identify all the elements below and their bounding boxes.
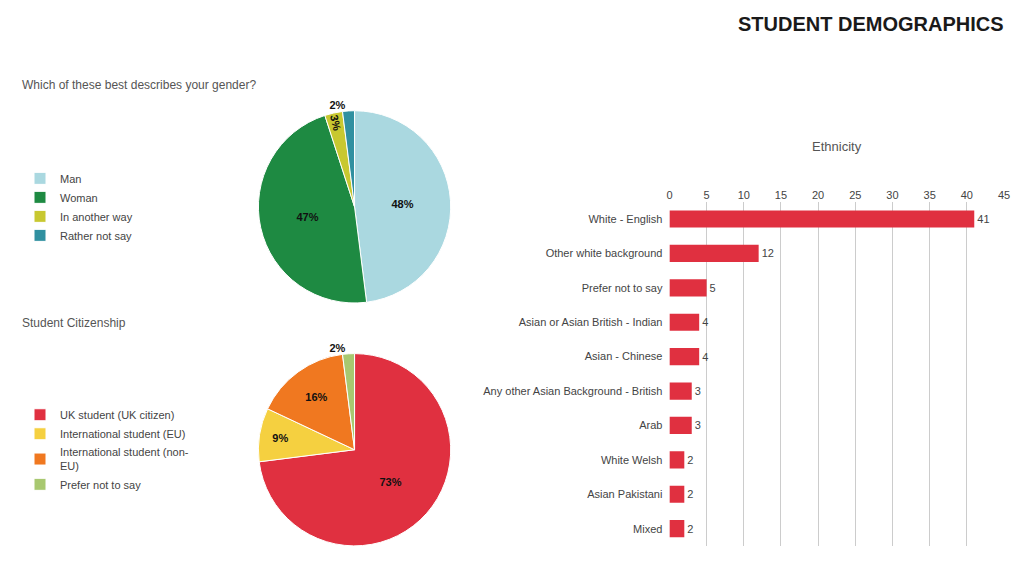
svg-text:UK student (UK citizen): UK student (UK citizen) xyxy=(60,409,174,421)
svg-text:Asian Pakistani: Asian Pakistani xyxy=(587,488,662,500)
svg-text:30: 30 xyxy=(886,189,898,201)
svg-text:2%: 2% xyxy=(329,99,345,111)
svg-text:2: 2 xyxy=(687,523,693,535)
svg-text:12: 12 xyxy=(762,247,774,259)
svg-text:10: 10 xyxy=(738,189,750,201)
svg-text:International student (non-EU): International student (non-EU) xyxy=(60,446,189,472)
svg-text:Which of these best describes: Which of these best describes your gende… xyxy=(22,78,256,92)
svg-text:35: 35 xyxy=(924,189,936,201)
svg-text:Asian or Asian British - India: Asian or Asian British - Indian xyxy=(519,316,663,328)
svg-text:48%: 48% xyxy=(391,198,413,210)
svg-text:Other white background: Other white background xyxy=(546,247,663,259)
svg-text:20: 20 xyxy=(812,189,824,201)
svg-text:3: 3 xyxy=(695,385,701,397)
svg-text:9%: 9% xyxy=(272,432,288,444)
svg-text:25: 25 xyxy=(849,189,861,201)
svg-text:Prefer not to say: Prefer not to say xyxy=(60,479,141,491)
svg-text:Prefer not to say: Prefer not to say xyxy=(582,282,663,294)
svg-text:2: 2 xyxy=(687,488,693,500)
svg-text:15: 15 xyxy=(775,189,787,201)
svg-text:2%: 2% xyxy=(329,342,345,354)
svg-text:Any other Asian Background - B: Any other Asian Background - British xyxy=(483,385,662,397)
svg-text:3%: 3% xyxy=(328,114,343,132)
svg-text:4: 4 xyxy=(702,316,708,328)
svg-text:Asian - Chinese: Asian - Chinese xyxy=(585,350,663,362)
svg-text:In another way: In another way xyxy=(60,211,133,223)
svg-text:4: 4 xyxy=(702,351,708,363)
svg-text:Mixed: Mixed xyxy=(633,523,662,535)
svg-text:73%: 73% xyxy=(380,476,402,488)
svg-text:White Welsh: White Welsh xyxy=(601,454,663,466)
svg-text:47%: 47% xyxy=(296,211,318,223)
svg-text:45: 45 xyxy=(998,189,1010,201)
svg-text:Ethnicity: Ethnicity xyxy=(812,139,862,154)
svg-text:41: 41 xyxy=(977,213,989,225)
svg-text:0: 0 xyxy=(666,189,672,201)
svg-text:STUDENT DEMOGRAPHICS: STUDENT DEMOGRAPHICS xyxy=(738,13,1004,35)
svg-text:40: 40 xyxy=(961,189,973,201)
svg-text:3: 3 xyxy=(695,419,701,431)
svg-text:Arab: Arab xyxy=(639,419,662,431)
svg-text:2: 2 xyxy=(687,454,693,466)
svg-text:Woman: Woman xyxy=(60,192,98,204)
svg-text:5: 5 xyxy=(710,282,716,294)
svg-text:White - English: White - English xyxy=(588,213,662,225)
svg-text:International student (EU): International student (EU) xyxy=(60,428,185,440)
svg-text:Man: Man xyxy=(60,173,81,185)
svg-text:5: 5 xyxy=(704,189,710,201)
svg-text:Student Citizenship: Student Citizenship xyxy=(22,316,126,330)
svg-text:16%: 16% xyxy=(305,391,327,403)
svg-text:Rather not say: Rather not say xyxy=(60,230,132,242)
